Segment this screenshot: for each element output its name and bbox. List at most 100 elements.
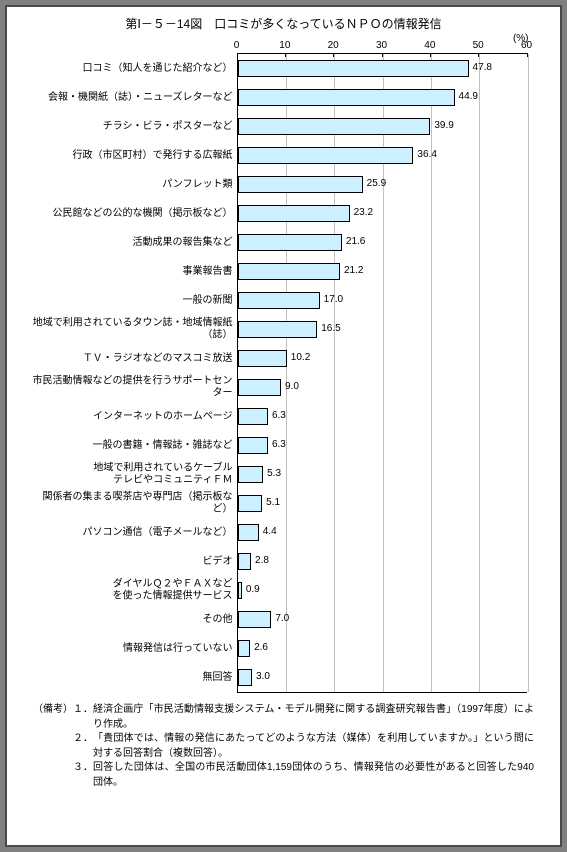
category-label: 活動成果の報告集など bbox=[29, 236, 233, 249]
category-label: チラシ・ビラ・ポスターなど bbox=[29, 120, 233, 133]
bar bbox=[238, 147, 414, 164]
bar-row: ダイヤルＱ２やＦＡＸなど を使った情報提供サービス0.9 bbox=[238, 576, 527, 605]
note-line: （備考）１．経済企画庁「市民活動情報支援システム・モデル開発に関する調査研究報告… bbox=[33, 703, 534, 732]
bar bbox=[238, 379, 282, 396]
bar-row: 会報・機関紙（誌）・ニューズレターなど44.9 bbox=[238, 83, 527, 112]
category-label: 関係者の集まる喫茶店や専門店（掲示板など） bbox=[29, 491, 233, 516]
value-label: 25.9 bbox=[367, 178, 386, 189]
notes: （備考）１．経済企画庁「市民活動情報支援システム・モデル開発に関する調査研究報告… bbox=[7, 693, 560, 790]
bar-row: ＴＶ・ラジオなどのマスコミ放送10.2 bbox=[238, 344, 527, 373]
axis-tick-label: 0 bbox=[234, 40, 240, 51]
value-label: 5.3 bbox=[267, 468, 281, 479]
axis-tick-label: 10 bbox=[279, 40, 290, 51]
bar bbox=[238, 321, 318, 338]
bar bbox=[238, 60, 469, 77]
bar bbox=[238, 611, 272, 628]
category-label: 地域で利用されているタウン誌・地域情報紙（誌） bbox=[29, 317, 233, 342]
bar bbox=[238, 234, 342, 251]
value-label: 5.1 bbox=[266, 497, 280, 508]
value-label: 47.8 bbox=[473, 62, 492, 73]
category-label: その他 bbox=[29, 613, 233, 626]
note-number: ２． bbox=[33, 732, 93, 761]
bar-row: 地域で利用されているケーブル テレビやコミュニティＦＭ5.3 bbox=[238, 460, 527, 489]
bar bbox=[238, 350, 287, 367]
value-label: 4.4 bbox=[263, 526, 277, 537]
bar-row: パソコン通信（電子メールなど）4.4 bbox=[238, 518, 527, 547]
note-number: （備考）１． bbox=[33, 703, 93, 732]
note-text: 「貴団体では、情報の発信にあたってどのような方法（媒体）を利用していますか。」と… bbox=[93, 732, 534, 761]
value-label: 3.0 bbox=[256, 671, 270, 682]
bar bbox=[238, 437, 268, 454]
axis-tick-label: 50 bbox=[473, 40, 484, 51]
bar-row: 口コミ（知人を通じた紹介など）47.8 bbox=[238, 54, 527, 83]
bar bbox=[238, 205, 350, 222]
category-label: 行政（市区町村）で発行する広報紙 bbox=[29, 149, 233, 162]
category-label: パソコン通信（電子メールなど） bbox=[29, 526, 233, 539]
plot-area: 口コミ（知人を通じた紹介など）47.8会報・機関紙（誌）・ニューズレターなど44… bbox=[237, 54, 527, 692]
axis-tick-label: 20 bbox=[328, 40, 339, 51]
bar bbox=[238, 640, 251, 657]
axis-tick-label: 30 bbox=[376, 40, 387, 51]
value-label: 39.9 bbox=[434, 120, 453, 131]
chart-frame: 第Ⅰ－５－14図 口コミが多くなっているＮＰＯの情報発信 (%) 0102030… bbox=[5, 5, 562, 847]
value-label: 21.6 bbox=[346, 236, 365, 247]
bar-row: インターネットのホームページ6.3 bbox=[238, 402, 527, 431]
value-label: 2.8 bbox=[255, 555, 269, 566]
note-text: 経済企画庁「市民活動情報支援システム・モデル開発に関する調査研究報告書」（199… bbox=[93, 703, 534, 732]
note-line: ３．回答した団体は、全国の市民活動団体1,159団体のうち、情報発信の必要性があ… bbox=[33, 761, 534, 790]
bar-row: パンフレット類25.9 bbox=[238, 170, 527, 199]
value-label: 10.2 bbox=[291, 352, 310, 363]
axis-tick-label: 40 bbox=[424, 40, 435, 51]
note-text: 回答した団体は、全国の市民活動団体1,159団体のうち、情報発信の必要性があると… bbox=[93, 761, 534, 790]
bar bbox=[238, 553, 252, 570]
bar-row: チラシ・ビラ・ポスターなど39.9 bbox=[238, 112, 527, 141]
category-label: 市民活動情報などの提供を行うサポートセンター bbox=[29, 375, 233, 400]
bar bbox=[238, 669, 253, 686]
value-label: 16.5 bbox=[321, 323, 340, 334]
category-label: 口コミ（知人を通じた紹介など） bbox=[29, 62, 233, 75]
category-label: ビデオ bbox=[29, 555, 233, 568]
value-label: 21.2 bbox=[344, 265, 363, 276]
bar bbox=[238, 524, 259, 541]
note-number: ３． bbox=[33, 761, 93, 790]
bar-row: 無回答3.0 bbox=[238, 663, 527, 692]
category-label: ダイヤルＱ２やＦＡＸなど を使った情報提供サービス bbox=[29, 578, 233, 603]
bar-row: 地域で利用されているタウン誌・地域情報紙（誌）16.5 bbox=[238, 315, 527, 344]
bar-row: 情報発信は行っていない2.6 bbox=[238, 634, 527, 663]
category-label: インターネットのホームページ bbox=[29, 410, 233, 423]
bar-row: 一般の書籍・情報誌・雑誌など6.3 bbox=[238, 431, 527, 460]
bar-row: 行政（市区町村）で発行する広報紙36.4 bbox=[238, 141, 527, 170]
category-label: パンフレット類 bbox=[29, 178, 233, 191]
bar-row: 公民館などの公的な機関（掲示板など）23.2 bbox=[238, 199, 527, 228]
axis-tick-label: 60 bbox=[521, 40, 532, 51]
gridline bbox=[528, 54, 529, 692]
category-label: 地域で利用されているケーブル テレビやコミュニティＦＭ bbox=[29, 462, 233, 487]
chart-title: 第Ⅰ－５－14図 口コミが多くなっているＮＰＯの情報発信 bbox=[7, 7, 560, 36]
bar-row: 関係者の集まる喫茶店や専門店（掲示板など）5.1 bbox=[238, 489, 527, 518]
category-label: 公民館などの公的な機関（掲示板など） bbox=[29, 207, 233, 220]
value-label: 2.6 bbox=[254, 642, 268, 653]
bar bbox=[238, 118, 431, 135]
category-label: 一般の新聞 bbox=[29, 294, 233, 307]
category-label: 一般の書籍・情報誌・雑誌など bbox=[29, 439, 233, 452]
bar bbox=[238, 263, 340, 280]
value-label: 7.0 bbox=[275, 613, 289, 624]
bar-row: その他7.0 bbox=[238, 605, 527, 634]
value-label: 0.9 bbox=[246, 584, 260, 595]
bar-row: 活動成果の報告集など21.6 bbox=[238, 228, 527, 257]
chart-area: (%) 0102030405060 口コミ（知人を通じた紹介など）47.8会報・… bbox=[29, 36, 539, 693]
x-axis-bottom bbox=[237, 692, 527, 693]
bar bbox=[238, 466, 264, 483]
bar bbox=[238, 292, 320, 309]
bar bbox=[238, 582, 242, 599]
category-label: 無回答 bbox=[29, 671, 233, 684]
value-label: 9.0 bbox=[285, 381, 299, 392]
bar-row: 市民活動情報などの提供を行うサポートセンター9.0 bbox=[238, 373, 527, 402]
bar-row: 事業報告書21.2 bbox=[238, 257, 527, 286]
value-label: 6.3 bbox=[272, 439, 286, 450]
category-label: 事業報告書 bbox=[29, 265, 233, 278]
bar bbox=[238, 408, 268, 425]
value-label: 44.9 bbox=[459, 91, 478, 102]
value-label: 6.3 bbox=[272, 410, 286, 421]
category-label: 情報発信は行っていない bbox=[29, 642, 233, 655]
